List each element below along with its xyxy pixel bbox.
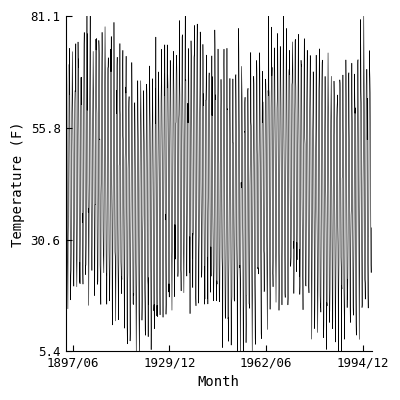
X-axis label: Month: Month xyxy=(198,375,240,389)
Y-axis label: Temperature (F): Temperature (F) xyxy=(11,121,25,247)
